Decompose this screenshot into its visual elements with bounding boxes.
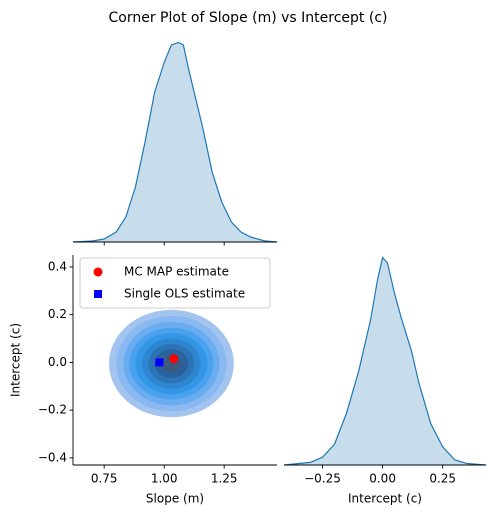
- y-tick-label: 0.4: [48, 259, 67, 273]
- x-tick-label: 0.25: [429, 472, 456, 486]
- x-axis-label: Intercept (c): [348, 492, 422, 506]
- kde-line: [72, 41, 278, 243]
- kde-area: [284, 257, 486, 465]
- x-tick-label: −0.25: [304, 472, 341, 486]
- estimate-point: [155, 358, 164, 367]
- legend-label: MC MAP estimate: [124, 265, 229, 279]
- y-tick-label: −0.2: [38, 403, 67, 417]
- x-tick-label: 1.25: [211, 472, 238, 486]
- estimate-point: [169, 354, 179, 364]
- y-tick-label: 0.0: [48, 355, 67, 369]
- kde-area: [73, 42, 277, 242]
- x-axis-label: Slope (m): [146, 492, 204, 506]
- x-tick-label: 0.00: [369, 472, 396, 486]
- legend-label: Single OLS estimate: [124, 287, 245, 301]
- legend-marker: [93, 267, 103, 277]
- x-tick-label: 0.75: [91, 472, 118, 486]
- y-tick-label: −0.4: [38, 450, 67, 464]
- y-axis-label: Intercept (c): [9, 323, 23, 397]
- legend-box: [79, 257, 271, 309]
- kde-line: [283, 256, 487, 466]
- legend-marker: [94, 290, 102, 298]
- x-tick-label: 1.00: [151, 472, 178, 486]
- chart-title: Corner Plot of Slope (m) vs Intercept (c…: [109, 10, 388, 26]
- y-tick-label: 0.2: [48, 307, 67, 321]
